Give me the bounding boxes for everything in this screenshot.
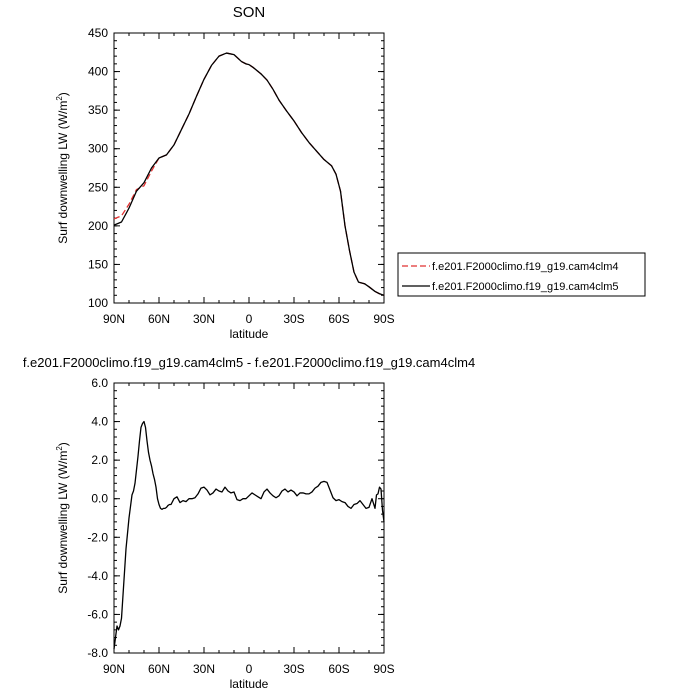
x-tick-label: 90S [373, 312, 394, 326]
chart-title: f.e201.F2000climo.f19_g19.cam4clm5 - f.e… [23, 355, 475, 370]
bottom-panel-difference: f.e201.F2000climo.f19_g19.cam4clm5 - f.e… [23, 355, 475, 691]
x-tick-label: 90N [103, 312, 125, 326]
x-axis-label: latitude [230, 327, 269, 341]
x-tick-label: 0 [246, 662, 253, 676]
x-tick-label: 30S [283, 312, 304, 326]
series-line-1 [113, 52, 385, 296]
legend-box [397, 252, 646, 297]
y-axis-label-close: ) [56, 92, 70, 96]
series-line-0 [113, 420, 385, 650]
y-axis-label: Surf downwelling LW (W/m2) [55, 442, 70, 594]
y-tick-label: 400 [88, 65, 108, 79]
y-tick-label: 6.0 [91, 376, 108, 390]
x-tick-label: 0 [246, 312, 253, 326]
x-tick-label: 30N [193, 312, 215, 326]
y-tick-label: 450 [88, 26, 108, 40]
y-tick-label: -8.0 [87, 646, 108, 660]
x-tick-label: 60N [148, 662, 170, 676]
top-panel-son: SON 90N 60N 30N 0 30S 60S 90S 100 150 200 250 300 350… [55, 4, 395, 341]
x-tick-label: 60S [328, 312, 349, 326]
chart-title: SON [233, 4, 266, 21]
legend-entry-1: f.e201.F2000climo.f19_g19.cam4clm5 [432, 281, 619, 293]
y-axis-label-close: ) [56, 442, 70, 446]
y-tick-label: 250 [88, 180, 108, 194]
y-tick-label: -6.0 [87, 607, 108, 621]
x-tick-label: 90N [103, 662, 125, 676]
y-tick-label: 4.0 [91, 415, 108, 429]
y-tick-label: 100 [88, 296, 108, 310]
x-tick-label: 90S [373, 662, 394, 676]
y-axis-label-main: Surf downwelling LW (W/m [56, 451, 70, 594]
legend-entry-0: f.e201.F2000climo.f19_g19.cam4clm4 [432, 261, 619, 273]
y-axis-label-superscript: 2 [55, 446, 64, 451]
y-tick-label: 2.0 [91, 453, 108, 467]
y-tick-label: 0.0 [91, 492, 108, 506]
y-tick-label: 350 [88, 103, 108, 117]
y-tick-label: 300 [88, 142, 108, 156]
y-tick-label: -4.0 [87, 569, 108, 583]
x-tick-label: 30N [193, 662, 215, 676]
series-line-0 [113, 52, 385, 296]
legend: f.e201.F2000climo.f19_g19.cam4clm4 f.e201… [397, 252, 646, 297]
x-tick-label: 60N [148, 312, 170, 326]
y-axis-label: Surf downwelling LW (W/m2) [55, 92, 70, 244]
plot-frame [113, 32, 385, 304]
y-axis-label-superscript: 2 [55, 96, 64, 101]
y-tick-label: 150 [88, 257, 108, 271]
x-tick-label: 60S [328, 662, 349, 676]
x-tick-label: 30S [283, 662, 304, 676]
x-axis-label: latitude [230, 677, 269, 691]
y-tick-label: 200 [88, 219, 108, 233]
y-axis-label-main: Surf downwelling LW (W/m [56, 101, 70, 244]
plot-frame [113, 382, 385, 654]
y-tick-label: -2.0 [87, 530, 108, 544]
